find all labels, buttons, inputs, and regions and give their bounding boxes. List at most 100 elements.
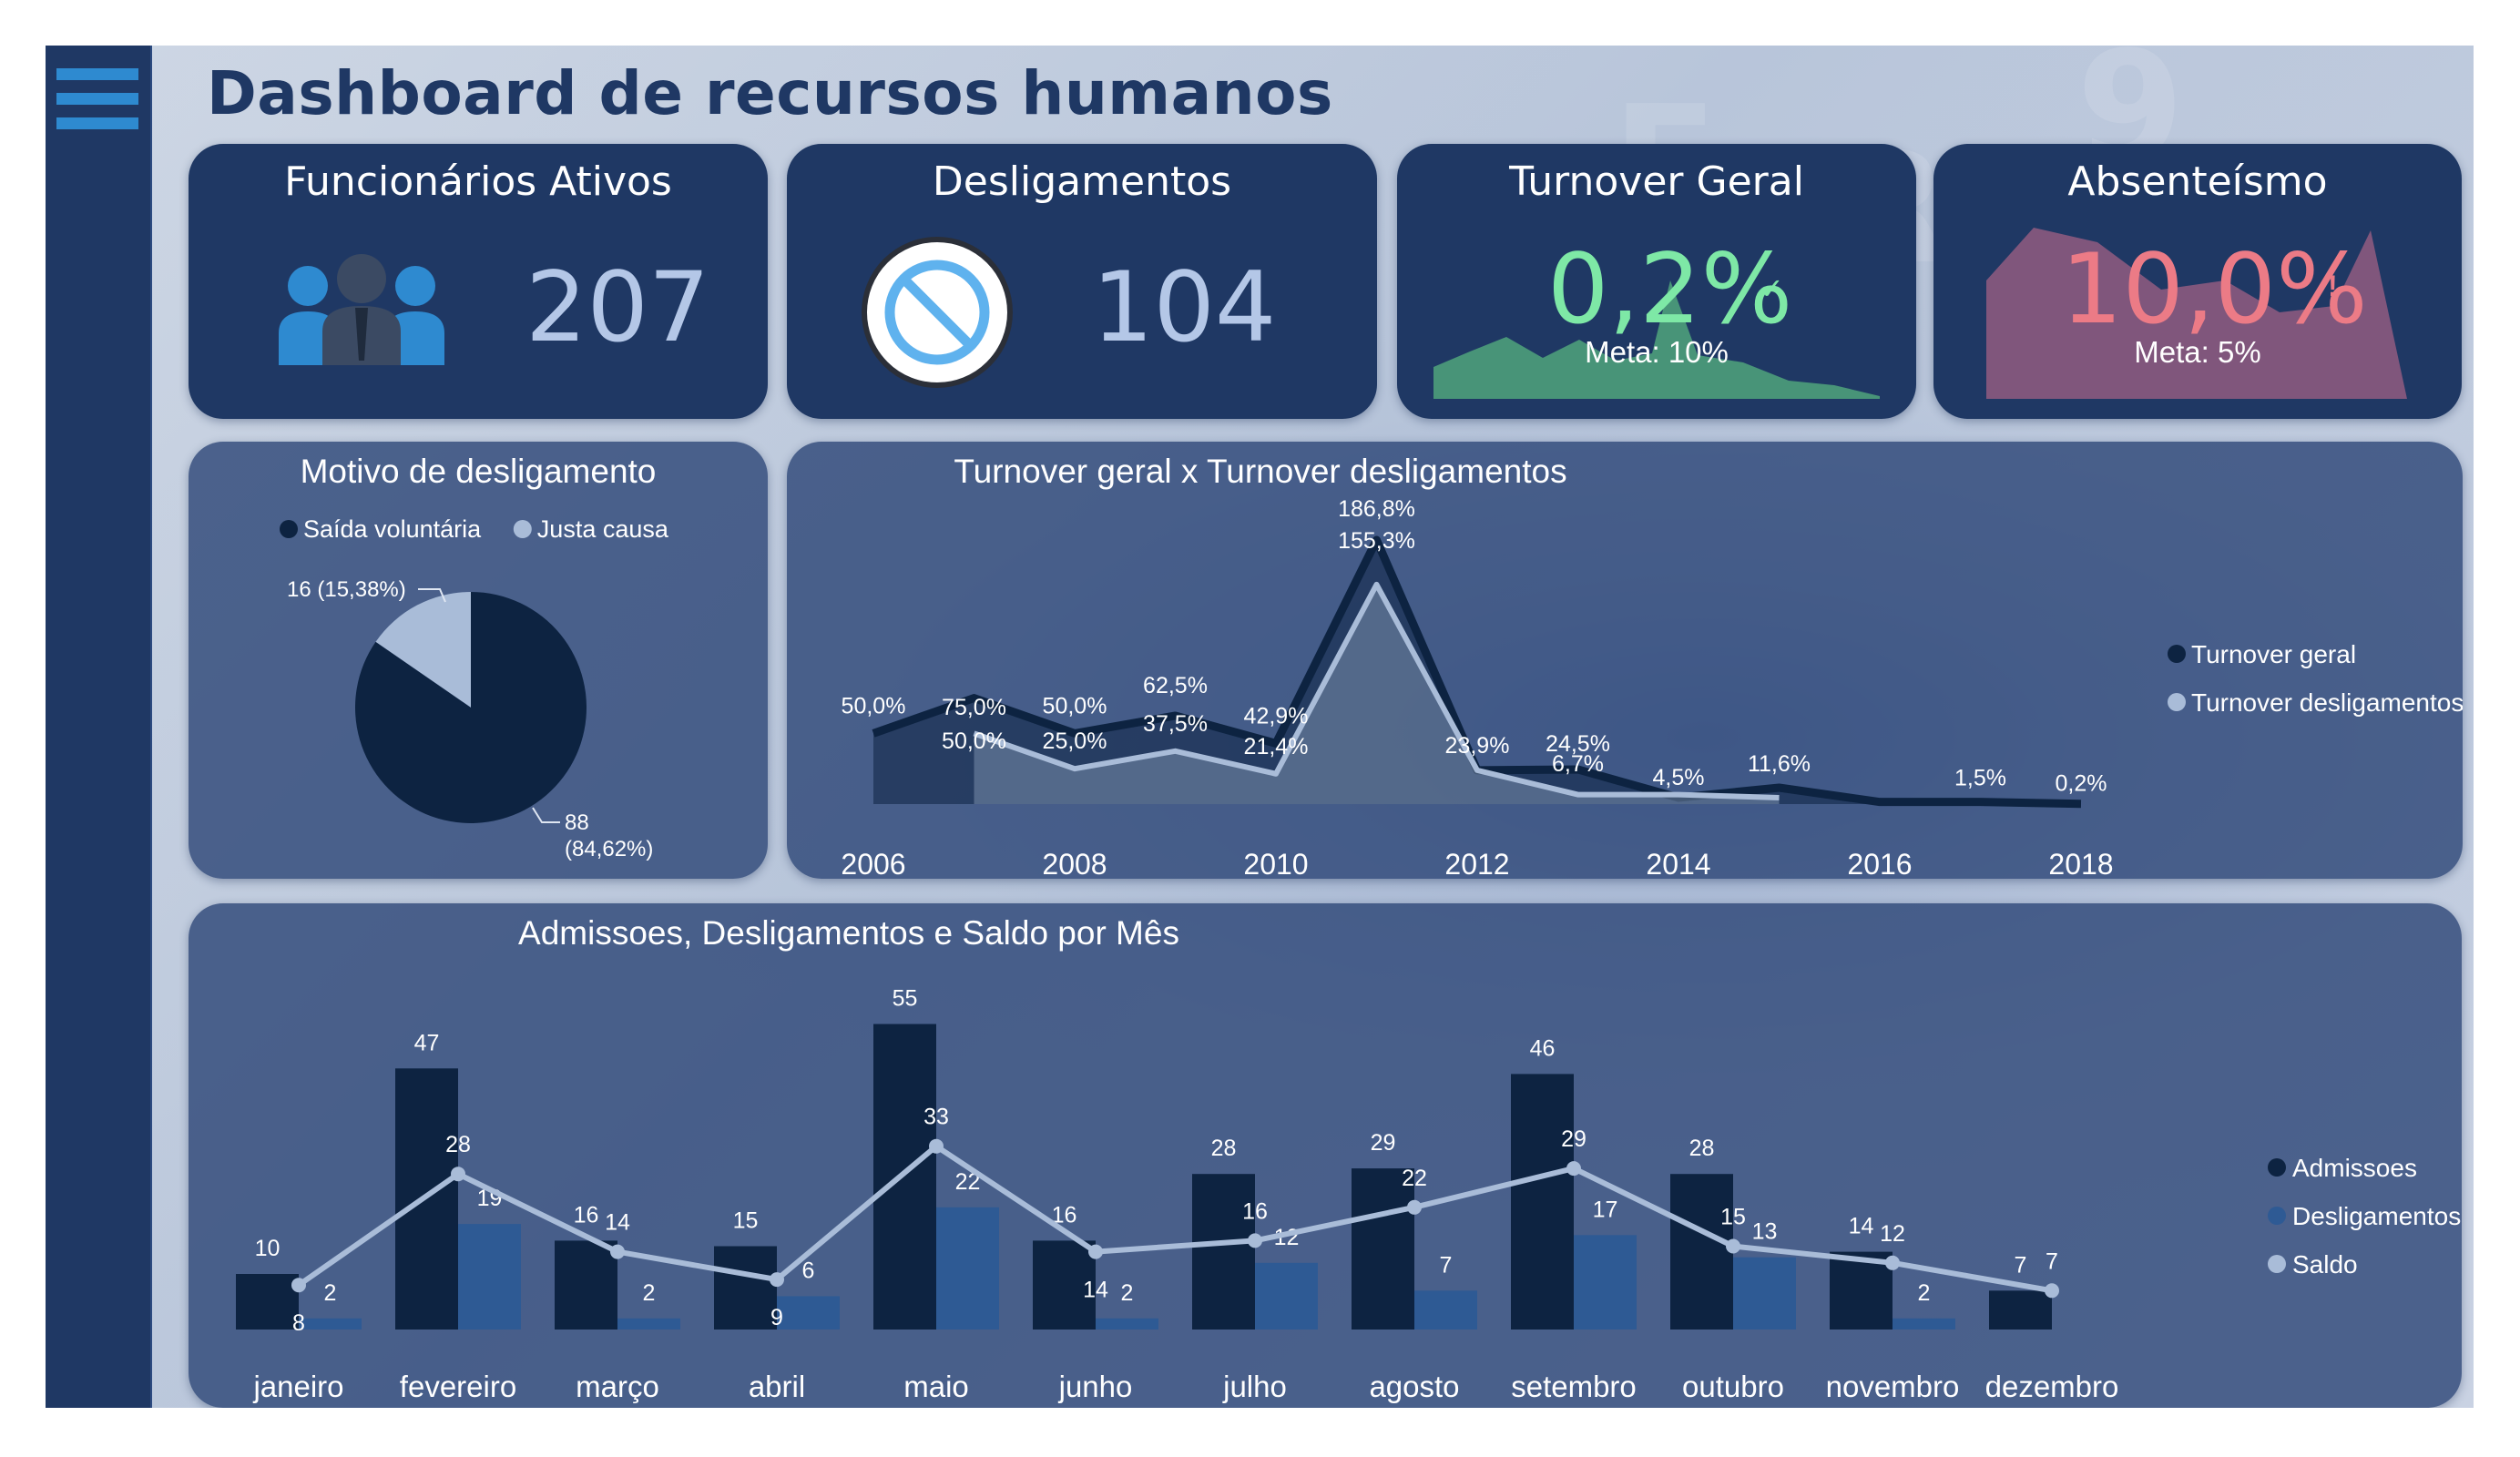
- page-title: Dashboard de recursos humanos: [207, 58, 1333, 128]
- leader-line: [418, 588, 446, 603]
- data-label: 10: [255, 1236, 281, 1261]
- pie-card: Motivo de desligamento Saída voluntária J…: [189, 442, 768, 879]
- hamburger-menu-icon[interactable]: [56, 68, 138, 137]
- chart-title: Motivo de desligamento: [300, 453, 657, 490]
- kpi-value: 10,0%: [2061, 233, 2368, 345]
- legend-marker: [513, 520, 532, 538]
- data-label: 0,2%: [2056, 771, 2107, 797]
- x-tick-label: setembro: [1511, 1370, 1637, 1403]
- bar-desligamentos: [1255, 1262, 1318, 1330]
- kpi-card-active-employees: Funcionários Ativos 207: [189, 144, 768, 419]
- bar-desligamentos: [1096, 1318, 1158, 1330]
- x-tick-label: 2016: [1847, 848, 1912, 879]
- data-label: 2: [643, 1280, 656, 1306]
- saldo-point: [451, 1167, 465, 1182]
- legend-marker: [2168, 693, 2186, 711]
- kpi-card-absenteeism: Absenteísmo 10,0% ! Meta: 5%: [1933, 144, 2462, 419]
- data-label: 21,4%: [1244, 734, 1309, 759]
- data-label: 50,0%: [942, 728, 1006, 754]
- data-label: 11,6%: [1748, 751, 1811, 777]
- data-label: 33: [923, 1105, 949, 1130]
- data-label: (84,62%): [565, 837, 653, 861]
- legend-label: Justa causa: [537, 515, 669, 543]
- data-label: 23,9%: [1445, 733, 1510, 759]
- dashboard-canvas: F R 9 Dashboard de recursos humanos Func…: [46, 46, 2474, 1408]
- x-tick-label: fevereiro: [400, 1370, 516, 1403]
- data-label: 186,8%: [1338, 496, 1415, 522]
- turnover-sparkline: [1433, 280, 1880, 399]
- data-label: 1,5%: [1954, 766, 2006, 791]
- bar-admissoes: [1511, 1074, 1574, 1330]
- data-label: 7: [2015, 1252, 2027, 1278]
- data-label: 62,5%: [1143, 673, 1208, 698]
- bar-desligamentos: [1574, 1235, 1637, 1330]
- data-label: 29: [1371, 1130, 1396, 1156]
- people-group-icon: [279, 254, 444, 365]
- data-label: 7: [1440, 1252, 1453, 1278]
- chart-title: Admissoes, Desligamentos e Saldo por Mês: [518, 914, 1179, 952]
- data-label: 14: [1849, 1214, 1874, 1239]
- series-line: [973, 581, 1780, 801]
- data-label: 7: [2046, 1248, 2058, 1274]
- line-card: Turnover geral x Turnover desligamentos …: [787, 442, 2463, 879]
- x-tick-label: março: [576, 1370, 659, 1403]
- bar-admissoes: [1033, 1240, 1096, 1330]
- prohibited-icon: [862, 237, 1013, 388]
- bar-desligamentos: [458, 1224, 521, 1330]
- saldo-point: [291, 1278, 306, 1293]
- bar-admissoes: [714, 1246, 777, 1330]
- saldo-point: [770, 1272, 784, 1288]
- data-label: 50,0%: [1043, 693, 1107, 718]
- x-tick-label: janeiro: [252, 1370, 343, 1403]
- legend-marker: [2268, 1255, 2286, 1273]
- bar-admissoes: [873, 1024, 936, 1330]
- legend-marker: [2268, 1207, 2286, 1225]
- bar-card: Admissoes, Desligamentos e Saldo por Mês…: [189, 903, 2462, 1408]
- data-label: 16: [1242, 1198, 1268, 1224]
- data-label: 37,5%: [1143, 711, 1208, 737]
- legend-marker: [2268, 1158, 2286, 1177]
- x-tick-label: 2010: [1243, 848, 1308, 879]
- legend-label: Admissoes: [2292, 1154, 2417, 1182]
- legend-label: Turnover desligamentos: [2191, 688, 2463, 717]
- pie-slice: [355, 592, 587, 823]
- data-label: 14: [1083, 1278, 1108, 1303]
- data-label: 6,7%: [1552, 751, 1604, 777]
- legend-label: Turnover geral: [2191, 640, 2356, 668]
- data-label: 28: [1689, 1136, 1715, 1161]
- data-label: 4,5%: [1653, 765, 1705, 790]
- x-tick-label: 2008: [1042, 848, 1107, 879]
- bar-desligamentos: [777, 1296, 840, 1330]
- saldo-line: [297, 1143, 2053, 1294]
- saldo-point: [1088, 1244, 1103, 1259]
- bar-desligamentos: [1414, 1290, 1477, 1330]
- saldo-point: [2045, 1283, 2059, 1299]
- data-label: 14: [605, 1210, 630, 1236]
- kpi-target: Meta: 5%: [2134, 335, 2261, 369]
- line-chart: 50,0% 75,0% 50,0% 62,5% 42,9% 186,8% 24,5% 4,5%…: [841, 496, 2463, 879]
- saldo-point: [1566, 1161, 1581, 1177]
- leader-line: [532, 807, 560, 823]
- series-area: [974, 584, 1780, 804]
- legend-label: Desligamentos: [2292, 1202, 2461, 1230]
- kpi-title: Absenteísmo: [2067, 158, 2328, 205]
- sidebar: [46, 46, 152, 1408]
- kpi-card-dismissals: Desligamentos 104: [787, 144, 1377, 419]
- data-label: 2: [324, 1280, 337, 1306]
- pie-chart: Saída voluntária Justa causa 16 (15,38%) 88…: [280, 515, 669, 861]
- saldo-point: [929, 1138, 944, 1154]
- data-label: 55: [893, 986, 918, 1012]
- x-tick-label: 2006: [841, 848, 905, 879]
- x-tick-label: junho: [1058, 1370, 1133, 1403]
- data-label: 2: [1121, 1280, 1134, 1306]
- bar-admissoes: [236, 1274, 299, 1330]
- bar-desligamentos: [1893, 1318, 1955, 1330]
- data-label: 8: [292, 1310, 305, 1336]
- data-label: 25,0%: [1043, 728, 1107, 754]
- kpi-value: 104: [1092, 251, 1277, 363]
- x-tick-label: julho: [1222, 1370, 1287, 1403]
- data-label: 29: [1561, 1126, 1586, 1152]
- data-label: 75,0%: [942, 695, 1006, 720]
- bar-desligamentos: [1733, 1257, 1796, 1330]
- bar-chart: 102janeiro4719fevereiro162março156abril5…: [236, 986, 2461, 1403]
